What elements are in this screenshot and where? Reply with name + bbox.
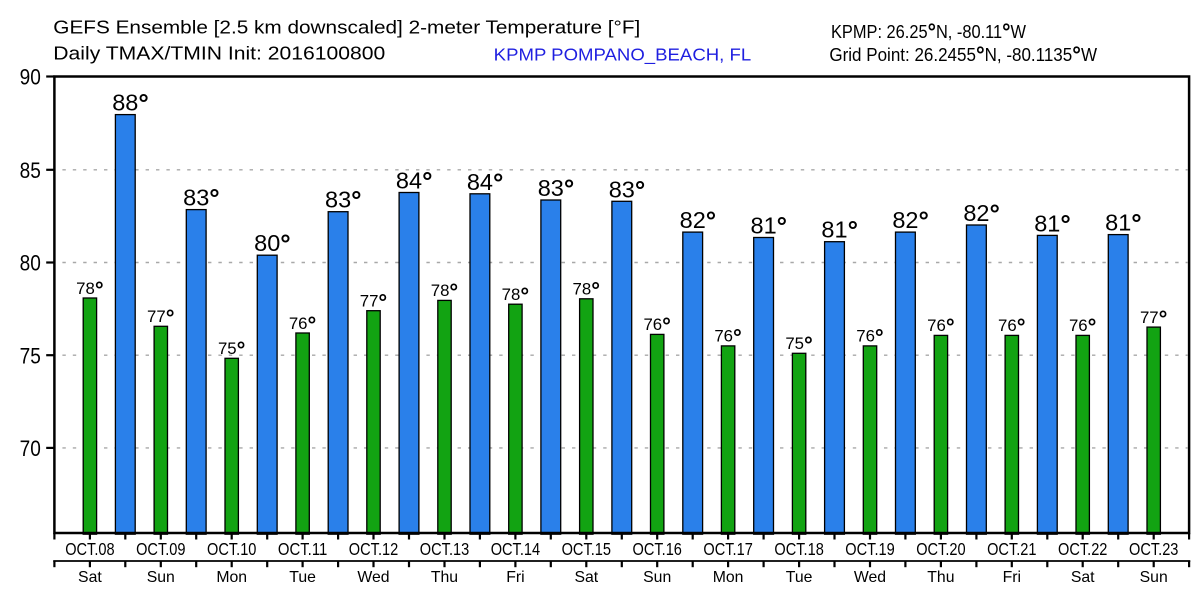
svg-text:76°: 76° [1069, 314, 1096, 339]
svg-text:78°: 78° [76, 277, 103, 302]
svg-text:83°: 83° [609, 175, 646, 205]
svg-text:KPMP POMPANO_BEACH, FL: KPMP POMPANO_BEACH, FL [494, 44, 752, 65]
svg-text:OCT.08: OCT.08 [65, 539, 114, 559]
svg-text:OCT.10: OCT.10 [207, 539, 257, 559]
svg-text:83°: 83° [325, 185, 362, 215]
svg-text:Wed: Wed [357, 569, 389, 586]
svg-text:OCT.21: OCT.21 [987, 539, 1036, 559]
svg-text:OCT.18: OCT.18 [774, 539, 823, 559]
svg-text:75: 75 [20, 343, 41, 368]
svg-text:OCT.19: OCT.19 [845, 539, 894, 559]
svg-text:82°: 82° [963, 199, 1000, 229]
svg-text:80: 80 [20, 251, 41, 276]
svg-text:OCT.12: OCT.12 [349, 539, 398, 559]
svg-text:76°: 76° [643, 313, 670, 338]
svg-text:Grid Point: 26.2455°N, -80.113: Grid Point: 26.2455°N, -80.1135°W [829, 42, 1097, 68]
svg-text:Mon: Mon [216, 569, 247, 586]
svg-text:81°: 81° [1034, 209, 1071, 239]
svg-text:77°: 77° [360, 290, 387, 315]
svg-text:Tue: Tue [786, 569, 813, 586]
svg-text:76°: 76° [998, 314, 1025, 339]
svg-text:KPMP: 26.25°N, -80.11°W: KPMP: 26.25°N, -80.11°W [831, 19, 1026, 45]
svg-text:76°: 76° [856, 325, 883, 350]
svg-text:85: 85 [20, 158, 41, 183]
svg-text:Sat: Sat [574, 569, 598, 586]
svg-text:90: 90 [20, 65, 41, 90]
svg-text:76°: 76° [714, 325, 741, 350]
svg-text:Sat: Sat [78, 569, 102, 586]
svg-text:84°: 84° [467, 167, 504, 197]
svg-text:77°: 77° [147, 305, 174, 330]
svg-text:OCT.22: OCT.22 [1058, 539, 1107, 559]
svg-text:Thu: Thu [431, 569, 458, 586]
svg-text:OCT.15: OCT.15 [562, 539, 611, 559]
svg-text:Mon: Mon [713, 569, 744, 586]
svg-text:82°: 82° [680, 206, 717, 236]
svg-text:78°: 78° [431, 279, 458, 304]
svg-text:80°: 80° [254, 229, 291, 259]
svg-text:81°: 81° [821, 215, 858, 245]
svg-text:75°: 75° [785, 332, 812, 357]
svg-text:81°: 81° [1105, 208, 1142, 238]
svg-text:82°: 82° [892, 206, 929, 236]
svg-text:OCT.17: OCT.17 [703, 539, 752, 559]
svg-text:GEFS Ensemble [2.5 km downscal: GEFS Ensemble [2.5 km downscaled] 2-mete… [53, 17, 640, 38]
svg-text:OCT.16: OCT.16 [633, 539, 682, 559]
svg-text:Fri: Fri [506, 569, 524, 586]
svg-text:OCT.20: OCT.20 [916, 539, 966, 559]
svg-text:81°: 81° [751, 211, 788, 241]
svg-text:77°: 77° [1140, 306, 1167, 331]
svg-text:OCT.09: OCT.09 [136, 539, 185, 559]
svg-text:78°: 78° [573, 278, 600, 303]
svg-text:Sat: Sat [1071, 569, 1095, 586]
svg-text:Thu: Thu [927, 569, 954, 586]
svg-text:Wed: Wed [854, 569, 886, 586]
svg-text:Tue: Tue [289, 569, 316, 586]
svg-text:OCT.11: OCT.11 [278, 539, 327, 559]
svg-text:83°: 83° [538, 174, 575, 204]
svg-text:75°: 75° [218, 337, 245, 362]
svg-text:84°: 84° [396, 166, 433, 196]
svg-text:Sun: Sun [643, 569, 671, 586]
svg-text:70: 70 [20, 436, 41, 461]
svg-text:Fri: Fri [1003, 569, 1021, 586]
svg-text:76°: 76° [927, 314, 954, 339]
svg-text:OCT.14: OCT.14 [491, 539, 541, 559]
svg-text:OCT.23: OCT.23 [1129, 539, 1178, 559]
svg-text:78°: 78° [502, 283, 529, 308]
svg-text:88°: 88° [112, 88, 149, 118]
svg-text:Sun: Sun [147, 569, 175, 586]
svg-text:76°: 76° [289, 312, 316, 337]
svg-text:Daily TMAX/TMIN Init: 20161008: Daily TMAX/TMIN Init: 2016100800 [53, 43, 385, 64]
svg-text:Sun: Sun [1140, 569, 1168, 586]
svg-text:OCT.13: OCT.13 [420, 539, 469, 559]
svg-text:83°: 83° [183, 183, 220, 213]
